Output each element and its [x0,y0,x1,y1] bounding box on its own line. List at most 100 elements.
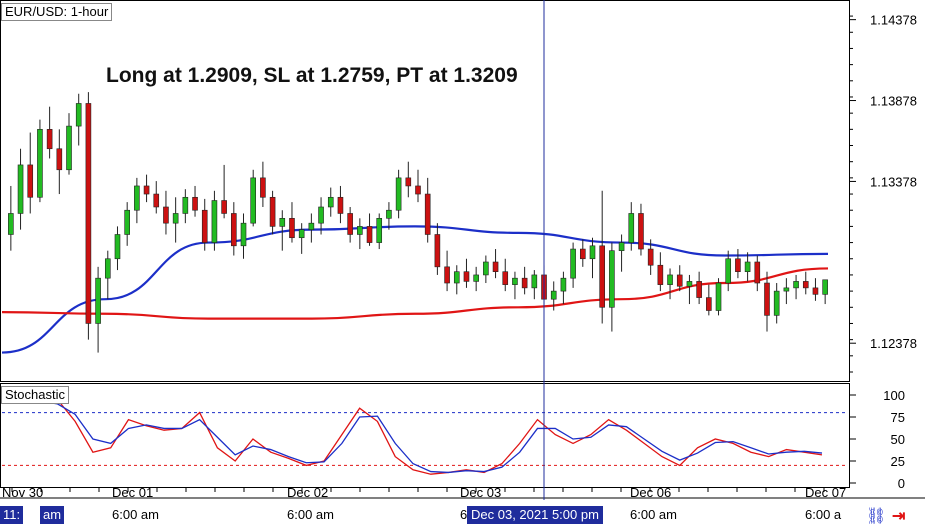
candle-bull [17,164,24,214]
time-cursor-left-am: am [40,506,65,524]
stoch-d-line [4,398,823,474]
candle-bull [66,125,72,171]
candle-bear [56,148,63,171]
crosshair-time-label: Dec 03, 2021 5:00 pm [467,506,603,524]
candle-bull [715,282,722,311]
candle-bear [46,129,53,150]
price-tick-label: 1.12378 [870,336,917,351]
candle-bull [628,213,635,243]
candle-bear [463,271,470,282]
link-icon[interactable]: ⛓ [866,508,887,525]
candle-bull [318,206,324,224]
candle-bull [531,274,538,289]
candle-bull [386,209,392,219]
candle-bull [327,196,334,208]
candle-bull [473,274,479,282]
candle-bear [260,177,266,198]
candle-bear [366,226,373,243]
candle-bear [153,193,160,208]
chart-title: EUR/USD: 1-hour [1,3,113,21]
date-label-dec06: Dec 06 [630,485,671,500]
candle-bear [269,196,276,227]
scroll-right-icon[interactable]: ⇥ [892,508,906,525]
candle-bull [793,281,799,289]
candle-bull [124,209,130,235]
candle-bear [415,185,421,195]
candle-bear [201,209,208,243]
stoch-pane-frame [0,383,850,488]
candle-bear [163,206,169,224]
candle-bear [424,193,431,235]
candle-bull [725,258,732,284]
candle-bull [37,129,43,198]
candle-bull [95,277,101,324]
candle-bull [667,274,673,285]
stoch-k-line [3,396,823,475]
candle-bull [453,271,460,284]
candle-bull [618,242,625,251]
candle-bull [570,248,576,279]
candle-bull [395,177,402,211]
candle-bull [512,277,518,285]
candle-bear [27,164,34,198]
stoch-tick-label: 75 [891,410,905,425]
date-label-nov30: Nov 30 [2,485,43,500]
candle-bear [754,261,761,284]
ma-blue-line [1,225,829,354]
price-tick-label: 1.14378 [870,13,917,28]
candle-bear [657,264,664,285]
candle-bear [812,287,819,295]
candle-bull [483,261,489,276]
candle-bear [802,281,809,289]
candle-bull [589,245,596,260]
date-label-dec03: Dec 03 [460,485,501,500]
candle-bear [676,274,683,287]
candle-bull [8,213,14,235]
time-label-3: 6:00 am [630,507,677,522]
stoch-tick-label: 50 [891,432,905,447]
stoch-tick-label: 0 [898,476,905,491]
candle-bull [182,196,189,214]
price-tag-blue-ma: 1.13086 [872,236,919,251]
date-label-dec01: Dec 01 [112,485,153,500]
candle-bear [347,213,353,235]
price-pane-frame [0,0,850,382]
candle-bear [502,271,509,285]
last-price-marker [857,299,865,306]
candle-bear [85,103,92,324]
candle-bear [221,200,227,214]
candle-bull [357,226,363,235]
candle-bull [240,222,247,247]
price-tag-red-ma: 1.12863 [872,276,919,291]
trade-annotation: Long at 1.2909, SL at 1.2759, PT at 1.32… [106,64,518,87]
candle-bull [114,234,121,260]
candle-bear [706,297,712,311]
candle-bull [783,287,790,292]
candle-bear [599,245,605,308]
time-label-6: 6 [460,507,468,522]
candle-bull [773,290,780,316]
candle-bear [337,196,344,214]
candle-bear [647,248,654,266]
time-label-1: 6:00 am [112,507,159,522]
candle-bear [434,234,441,268]
candle-bull [560,277,567,292]
candle-bull [279,218,286,227]
candle-bull [104,258,111,279]
candle-bear [405,177,412,187]
candle-bull [250,177,256,224]
stoch-tick-label: 25 [891,454,905,469]
candle-bull [134,185,140,211]
candle-bear [696,281,702,298]
time-label-2: 6:00 am [287,507,334,522]
candle-bear [143,185,150,195]
candle-bear [444,266,450,284]
time-label-4: 6:00 a [805,507,842,522]
time-cursor-left: 11: [0,506,24,524]
candle-bear [289,218,295,239]
candle-bear [764,282,770,316]
candle-bull [686,281,693,287]
candle-bull [172,213,179,224]
price-tag-last: 1.12769 [872,295,919,310]
